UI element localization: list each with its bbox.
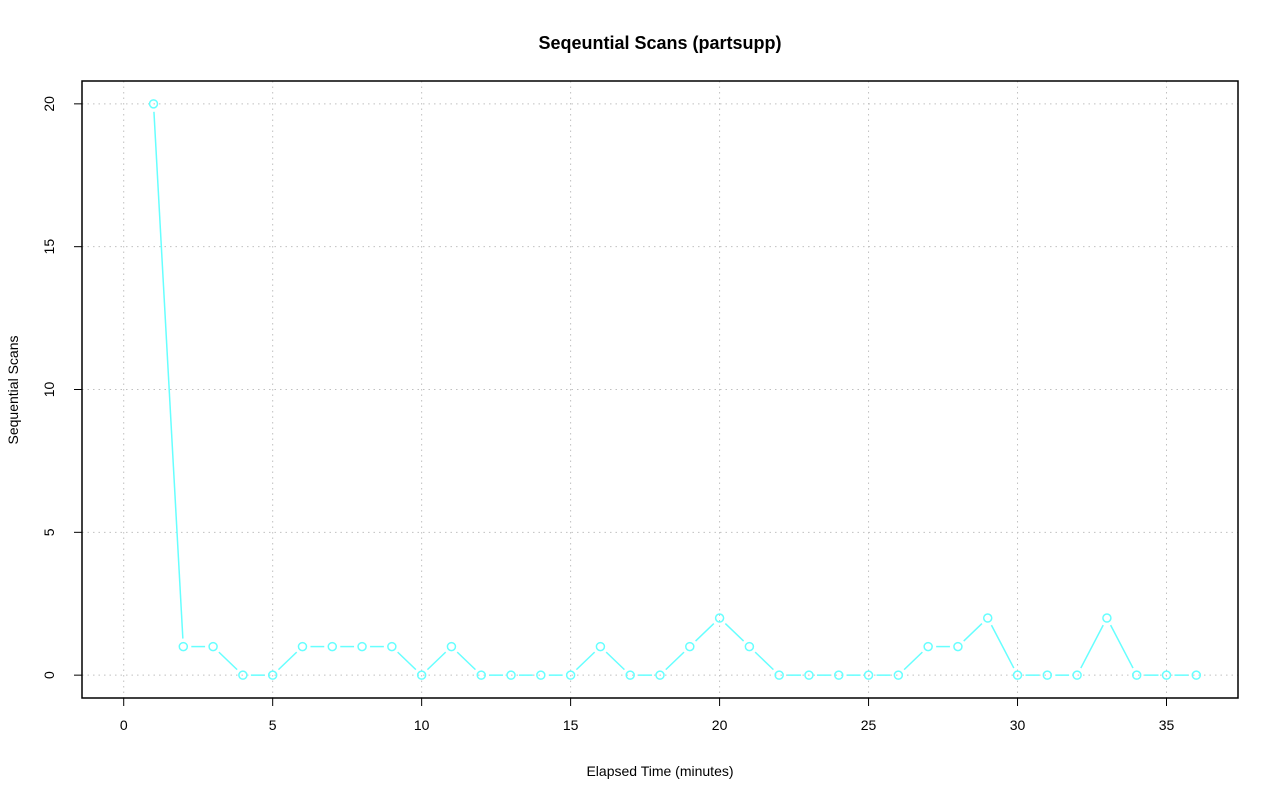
data-point (1042, 670, 1053, 680)
series-line-segment (575, 651, 596, 671)
data-point (625, 670, 635, 680)
series-line-segment (456, 651, 476, 671)
data-point (476, 670, 486, 680)
data-point (208, 641, 218, 652)
y-tick-label: 0 (41, 671, 57, 679)
data-point (178, 641, 189, 652)
series-line-segment (426, 651, 447, 671)
data-point (565, 670, 576, 680)
series-line-segment (153, 111, 184, 639)
series-line-segment (695, 623, 715, 642)
series-layer (148, 99, 1202, 680)
data-point (267, 670, 278, 680)
series-line-segment (754, 651, 774, 671)
data-point (536, 670, 546, 680)
x-tick-label: 0 (120, 717, 128, 733)
data-point (1131, 670, 1142, 680)
series-line-segment (1080, 624, 1104, 669)
data-point (357, 641, 367, 652)
chart-title: Seqeuntial Scans (partsupp) (538, 33, 781, 53)
data-point (982, 613, 993, 623)
data-point (774, 670, 784, 680)
series-line-segment (990, 624, 1015, 669)
data-point (863, 670, 874, 680)
x-tick-label: 30 (1010, 717, 1026, 733)
series-line-segment (963, 623, 983, 642)
series-line-segment (665, 651, 685, 671)
series-line-segment (605, 651, 625, 671)
y-tick-label: 10 (41, 382, 57, 398)
data-point (148, 99, 159, 109)
data-point (1191, 670, 1202, 680)
data-point (655, 670, 665, 680)
data-point (804, 670, 814, 680)
x-tick-label: 10 (414, 717, 430, 733)
data-point (953, 641, 963, 652)
data-point (744, 641, 755, 652)
data-point (1161, 670, 1172, 680)
data-point (387, 641, 397, 652)
x-axis-label: Elapsed Time (minutes) (586, 763, 733, 779)
series-line-segment (218, 651, 238, 671)
data-point (327, 641, 338, 652)
data-point (595, 641, 606, 652)
data-point (893, 670, 904, 680)
y-tick-label: 5 (41, 528, 57, 536)
data-point (714, 613, 725, 623)
data-point (834, 670, 844, 680)
grid (82, 81, 1238, 698)
x-tick-label: 35 (1159, 717, 1175, 733)
series-line-segment (397, 651, 417, 671)
data-point (238, 670, 248, 680)
x-tick-label: 20 (712, 717, 728, 733)
data-point (506, 670, 516, 680)
series-line-segment (277, 651, 298, 671)
y-axis-label: Sequential Scans (5, 336, 21, 445)
data-point (685, 641, 695, 652)
series-line-segment (903, 651, 923, 671)
data-point (1012, 670, 1023, 680)
y-axis: 0 5 10 15 20 (41, 96, 82, 679)
data-point (1072, 670, 1082, 680)
series-line-segment (724, 623, 745, 642)
data-point (297, 641, 308, 652)
y-tick-label: 20 (41, 96, 57, 112)
data-point (446, 641, 457, 652)
series-line-segment (1109, 624, 1134, 669)
data-point (923, 641, 933, 652)
x-tick-label: 25 (861, 717, 877, 733)
data-point (416, 670, 427, 680)
y-tick-label: 15 (41, 239, 57, 255)
x-tick-label: 15 (563, 717, 579, 733)
x-axis: 0 5 10 15 20 25 30 35 (120, 698, 1175, 733)
data-point (1102, 613, 1112, 623)
x-tick-label: 5 (269, 717, 277, 733)
